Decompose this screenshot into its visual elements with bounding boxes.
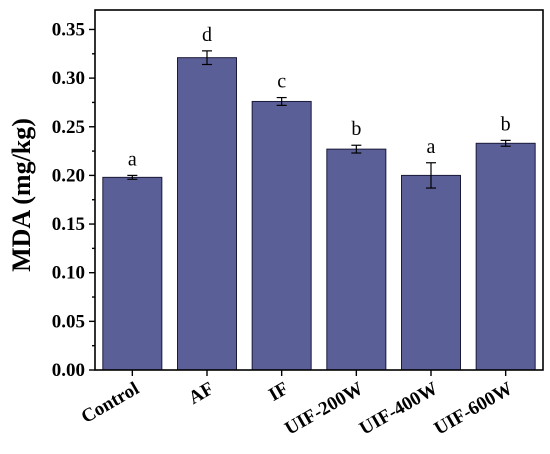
y-tick-label: 0.30 xyxy=(52,68,85,89)
y-tick-label: 0.05 xyxy=(52,311,85,332)
bar-control xyxy=(102,176,163,371)
y-tick-label: 0.35 xyxy=(52,19,85,40)
bar-uif-600w xyxy=(475,142,536,371)
significance-label: a xyxy=(427,136,436,158)
bar-uif-200w xyxy=(326,148,387,371)
x-tick-label: UIF-400W xyxy=(356,378,441,439)
y-tick-label: 0.25 xyxy=(52,117,85,138)
x-tick-label: UIF-200W xyxy=(281,378,366,439)
y-tick-label: 0.15 xyxy=(52,214,85,235)
x-tick-label: IF xyxy=(265,378,292,406)
y-ticks: 0.00 0.05 0.10 0.15 0.20 0.25 0.30 0.35 xyxy=(52,19,95,381)
bar-uif-400w xyxy=(401,174,461,371)
significance-labels: a d c b a b xyxy=(128,24,511,171)
plot-frame xyxy=(94,9,544,371)
significance-label: c xyxy=(277,71,286,93)
significance-label: b xyxy=(351,118,361,140)
significance-label: b xyxy=(501,113,511,135)
bar-af xyxy=(177,57,237,371)
y-tick-label: 0.20 xyxy=(52,165,85,186)
bars xyxy=(102,57,536,371)
x-tick-label: UIF-600W xyxy=(431,378,516,439)
y-tick-label: 0.00 xyxy=(52,360,85,381)
y-tick-label: 0.10 xyxy=(52,263,85,284)
bar-if xyxy=(251,100,312,371)
significance-label: d xyxy=(202,24,212,46)
x-tick-label: Control xyxy=(78,378,143,428)
error-bars xyxy=(127,50,511,189)
x-tick-label: AF xyxy=(185,378,217,409)
y-axis-label: MDA (mg/kg) xyxy=(7,118,36,272)
significance-label: a xyxy=(128,148,137,170)
